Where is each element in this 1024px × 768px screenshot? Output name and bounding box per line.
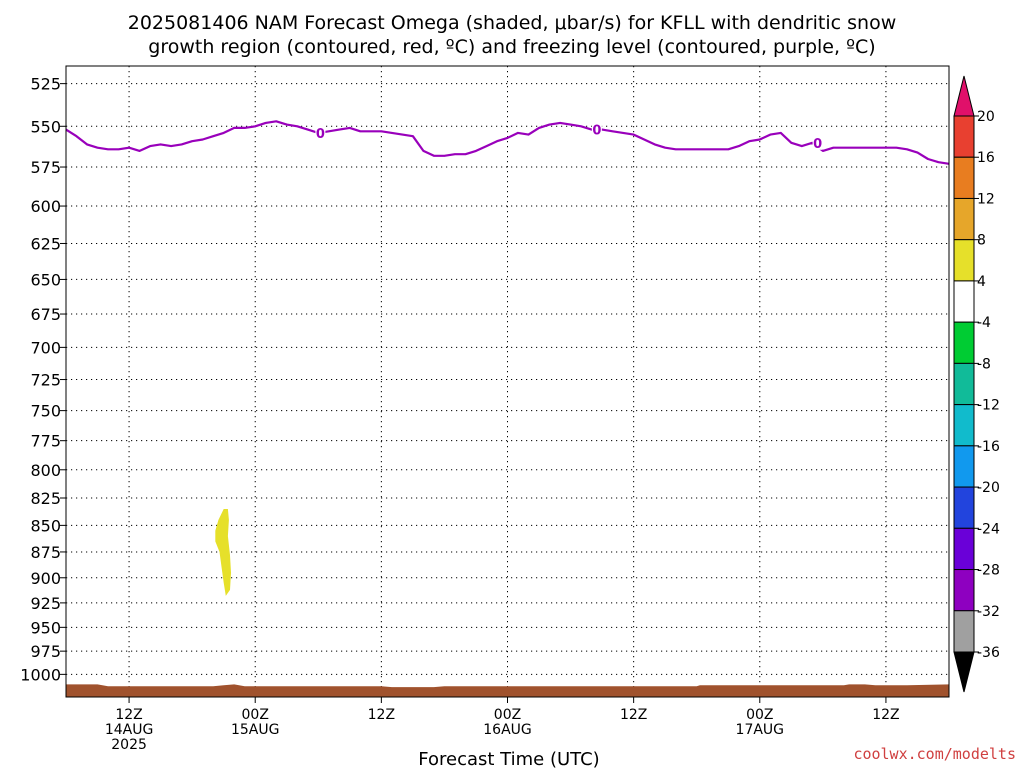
colorbar-arrow-top <box>953 75 975 117</box>
y-tick-label: 825 <box>30 489 61 508</box>
x-tick-label: 12Z <box>620 707 647 723</box>
y-tick-label: 875 <box>30 543 61 562</box>
y-tick-label: 575 <box>30 158 61 177</box>
colorbar-arrow-bottom <box>953 651 975 693</box>
colorbar: -36 -32 -28 -24 -20 -16 -12 -8 -4 4 8 12 16 20 <box>953 75 1000 693</box>
colorbar-box <box>953 404 975 447</box>
colorbar-label: 20 <box>977 109 995 125</box>
y-tick-label: 675 <box>30 305 61 324</box>
colorbar-label: -20 <box>977 480 1000 496</box>
contour-label-bg <box>315 124 326 140</box>
colorbar-box <box>953 321 975 364</box>
x-tick-label: 2025 <box>111 737 147 753</box>
y-tick-label: 700 <box>30 338 61 357</box>
freezing-level-label: 0 <box>592 124 601 139</box>
x-tick-label: 16AUG <box>483 722 532 738</box>
chart-title-line1: 2025081406 NAM Forecast Omega (shaded, μ… <box>128 12 897 34</box>
y-tick-label: 950 <box>30 618 61 637</box>
y-tick-label: 550 <box>30 117 61 136</box>
chart-title-line2: growth region (contoured, red, ºC) and f… <box>148 36 875 58</box>
colorbar-box <box>953 569 975 612</box>
colorbar-box <box>953 115 975 158</box>
colorbar-box <box>953 239 975 282</box>
freezing-level-line <box>65 120 950 165</box>
freezing-level-label: 0 <box>813 137 822 152</box>
y-tick-label: 600 <box>30 197 61 216</box>
colorbar-box <box>953 156 975 199</box>
x-tick-label: 00Z <box>746 707 773 723</box>
colorbar-box <box>953 445 975 488</box>
x-tick-label: 12Z <box>368 707 395 723</box>
x-tick-label: 17AUG <box>736 722 785 738</box>
omega-area <box>215 509 231 596</box>
colorbar-label: 12 <box>977 191 995 207</box>
colorbar-label: -24 <box>977 521 1000 537</box>
x-tick-label: 00Z <box>242 707 269 723</box>
x-tick-label: 15AUG <box>231 722 280 738</box>
y-tick-label: 850 <box>30 516 61 535</box>
colorbar-box <box>953 610 975 653</box>
colorbar-label: -4 <box>977 315 991 331</box>
colorbar-box <box>953 527 975 571</box>
colorbar-label: 8 <box>977 233 986 249</box>
contour-label-bg <box>591 121 602 137</box>
data-layer: 0 0 0 <box>65 120 950 697</box>
x-tick-label: 12Z <box>115 707 142 723</box>
y-tick-label: 800 <box>30 461 61 480</box>
x-tick-label: 14AUG <box>105 722 154 738</box>
colorbar-label: -8 <box>977 356 991 372</box>
y-tick-label: 525 <box>30 75 61 94</box>
grid <box>66 66 949 697</box>
y-tick-label: 1000 <box>20 665 61 684</box>
contour-label-bg <box>812 134 823 150</box>
credit-text: coolwx.com/modelts <box>853 745 1016 763</box>
colorbar-label: -12 <box>977 398 1000 414</box>
y-tick-label: 925 <box>30 594 61 613</box>
colorbar-label: -28 <box>977 563 1000 579</box>
y-tick-label: 650 <box>30 270 61 289</box>
x-tick-label: 12Z <box>872 707 899 723</box>
colorbar-box <box>953 486 975 529</box>
x-tick-label: 00Z <box>494 707 521 723</box>
y-tick-label: 750 <box>30 402 61 421</box>
x-axis-label: Forecast Time (UTC) <box>418 749 599 768</box>
y-tick-label: 900 <box>30 569 61 588</box>
ground-surface <box>66 684 949 697</box>
y-tick-label: 775 <box>30 432 61 451</box>
colorbar-box <box>953 362 975 406</box>
colorbar-label: 4 <box>977 274 986 290</box>
colorbar-box <box>953 280 975 323</box>
y-axis: 525 550 575 600 625 650 675 700 725 750 775 800 825 8… <box>20 75 66 684</box>
plot-frame <box>65 65 950 698</box>
y-tick-label: 725 <box>30 371 61 390</box>
colorbar-label: -36 <box>977 645 1000 661</box>
y-tick-label: 975 <box>30 642 61 661</box>
colorbar-box <box>953 197 975 241</box>
colorbar-label: 16 <box>977 150 995 166</box>
colorbar-label: -32 <box>977 604 1000 620</box>
freezing-level-label: 0 <box>316 127 325 142</box>
colorbar-label: -16 <box>977 439 1000 455</box>
y-tick-label: 625 <box>30 234 61 253</box>
